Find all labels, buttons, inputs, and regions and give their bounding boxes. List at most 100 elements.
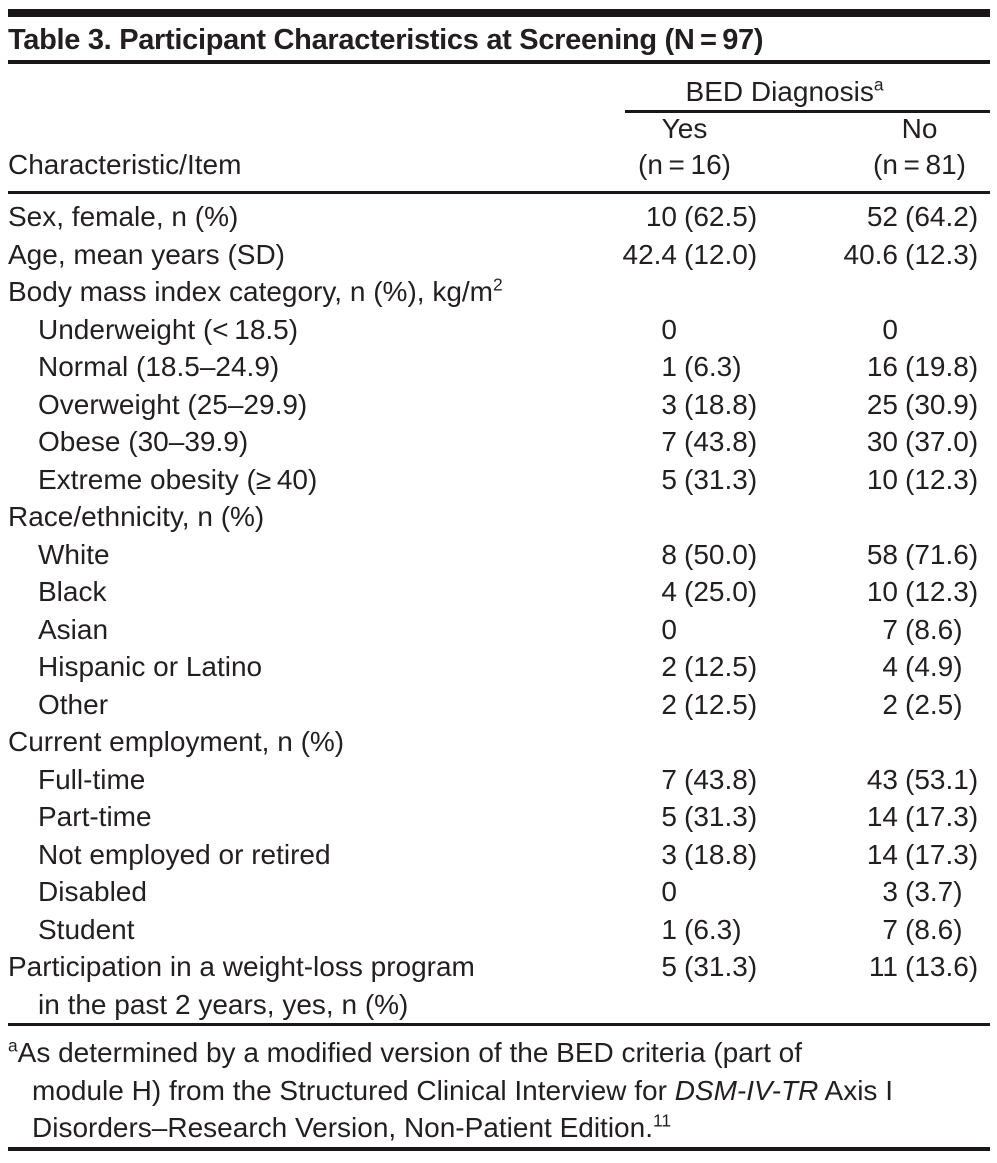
yes-percent-cell	[677, 498, 762, 536]
no-count-cell: 58	[866, 538, 898, 570]
yes-percent-cell: (62.5)	[684, 201, 758, 232]
yes-count-cell	[607, 498, 677, 536]
no-count-cell: 16	[866, 351, 898, 382]
row-label-text: Overweight (25–29.9)	[38, 388, 308, 420]
table-row: Race/ethnicity, n (%)	[8, 498, 990, 536]
row-label: Asian	[8, 611, 607, 649]
no-count-cell: 30	[866, 426, 898, 457]
footnote-text: Axis I	[818, 1074, 893, 1106]
yes-count-cell: 10	[645, 201, 677, 232]
no-count-cell: 43	[866, 763, 898, 795]
no-count-cell	[762, 723, 898, 761]
no-percent-cell	[898, 498, 990, 536]
row-label-text: Black	[38, 576, 107, 607]
no-count-cell: 3	[882, 876, 898, 907]
spanner-label: BED Diagnosisa	[607, 74, 990, 110]
table-row: Participation in a weight-loss program in…	[8, 948, 990, 1023]
table-row: Other 2 (12.5) 2 (2.5)	[8, 686, 990, 724]
row-label-superscript: 2	[493, 274, 503, 295]
yes-percent-cell: (43.8)	[684, 426, 758, 457]
yes-percent-cell	[677, 723, 762, 761]
yes-percent-cell: (31.3)	[684, 951, 758, 982]
no-count-cell: 2	[882, 688, 898, 720]
row-label: Not employed or retired	[8, 836, 607, 874]
table-row: White 8 (50.0) 58 (71.6)	[8, 536, 990, 574]
footnote-text: As determined by a modified version of t…	[17, 1037, 803, 1068]
yes-count-cell: 3	[661, 838, 677, 870]
yes-count-cell: 0	[661, 313, 677, 345]
table-row: Not employed or retired 3 (18.8) 14 (17.3)	[8, 836, 990, 874]
row-label-text: Hispanic or Latino	[38, 651, 263, 682]
row-label-text: Part-time	[38, 801, 152, 832]
no-count-cell: 14	[866, 801, 898, 832]
yes-count-cell: 1	[661, 351, 677, 382]
table-row: Hispanic or Latino 2 (12.5) 4 (4.9)	[8, 648, 990, 686]
row-label-text: Body mass index category, n (%), kg/m	[8, 276, 493, 307]
yes-count-cell: 8	[661, 538, 677, 570]
no-count-cell: 4	[882, 651, 898, 682]
no-percent-cell: (71.6)	[905, 538, 979, 570]
spanner-rule	[625, 110, 990, 113]
no-percent-cell	[898, 311, 990, 349]
row-label: Part-time	[8, 798, 607, 836]
column-headers-row: Characteristic/Item Yes (n = 16) No (n =…	[8, 113, 990, 194]
table-body: Sex, female, n (%) 10 (62.5) 52 (64.2) Age, m…	[8, 194, 990, 1023]
table-row: Student 1 (6.3) 7 (8.6)	[8, 911, 990, 949]
no-count-cell: 10	[866, 576, 898, 607]
table-row: Sex, female, n (%) 10 (62.5) 52 (64.2)	[8, 198, 990, 236]
yes-count-cell: 7	[661, 763, 677, 795]
no-percent-cell: (12.3)	[905, 238, 979, 270]
footnote: aAs determined by a modified version of …	[8, 1026, 990, 1147]
row-label-text: Obese (30–39.9)	[38, 426, 249, 457]
no-percent-cell: (53.1)	[905, 763, 979, 795]
no-percent-cell: (2.5)	[905, 688, 963, 720]
row-label-text: Not employed or retired	[38, 838, 331, 870]
row-label: Sex, female, n (%)	[8, 198, 607, 236]
yes-count-cell: 0	[661, 876, 677, 907]
no-percent-cell: (19.8)	[905, 351, 979, 382]
no-count-cell: 11	[868, 951, 898, 982]
no-count-cell: 40.6	[843, 238, 899, 270]
table-row: Black 4 (25.0) 10 (12.3)	[8, 573, 990, 611]
yes-percent-cell: (6.3)	[684, 351, 742, 382]
spanner-text: BED Diagnosis	[685, 76, 874, 107]
yes-count-cell: 2	[661, 651, 677, 682]
no-percent-cell: (3.7)	[905, 876, 963, 907]
no-percent-cell: (17.3)	[905, 838, 979, 870]
yes-percent-cell: (50.0)	[684, 538, 758, 570]
top-border	[8, 9, 990, 17]
yes-label: Yes	[661, 113, 708, 144]
no-percent-cell	[898, 273, 990, 311]
yes-count-cell	[607, 723, 677, 761]
spanner-footnote-marker: a	[873, 74, 884, 95]
no-percent-cell: (12.3)	[905, 463, 979, 495]
yes-n-label: (n = 16)	[638, 149, 731, 180]
yes-count-cell: 42.4	[622, 238, 678, 270]
yes-percent-cell: (43.8)	[684, 763, 758, 795]
no-percent-cell: (37.0)	[905, 426, 979, 457]
no-n-label: (n = 81)	[873, 149, 966, 180]
yes-percent-cell: (18.8)	[684, 838, 758, 870]
table-row: Asian 0 7 (8.6)	[8, 611, 990, 649]
table-row: Current employment, n (%)	[8, 723, 990, 761]
column-header-characteristic: Characteristic/Item	[8, 149, 242, 180]
no-count-cell: 7	[882, 613, 898, 645]
row-label: Full-time	[8, 761, 607, 799]
row-label: Current employment, n (%)	[8, 723, 607, 761]
yes-count-cell: 0	[661, 613, 677, 645]
table-row: Full-time 7 (43.8) 43 (53.1)	[8, 761, 990, 799]
yes-percent-cell: (31.3)	[684, 801, 758, 832]
no-count-cell: 52	[866, 201, 898, 232]
row-label-text: Normal (18.5–24.9)	[38, 351, 280, 382]
row-label-text: Disabled	[38, 876, 147, 907]
no-count-cell: 0	[882, 313, 898, 345]
yes-count-cell: 5	[661, 801, 677, 832]
row-label: Normal (18.5–24.9)	[8, 348, 607, 386]
table-row: Body mass index category, n (%), kg/m2	[8, 273, 990, 311]
table-row: Normal (18.5–24.9) 1 (6.3) 16 (19.8)	[8, 348, 990, 386]
yes-percent-cell: (12.5)	[684, 688, 758, 720]
row-label-text: Participation in a weight-loss program	[8, 951, 475, 982]
yes-percent-cell	[677, 273, 762, 311]
no-percent-cell: (30.9)	[905, 388, 979, 420]
